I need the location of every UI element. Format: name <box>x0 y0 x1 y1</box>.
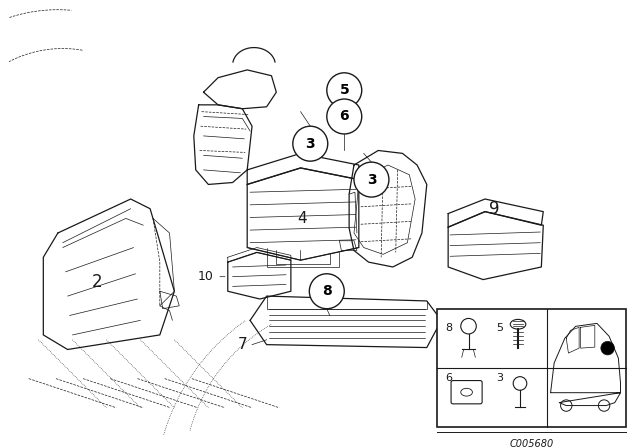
Circle shape <box>293 126 328 161</box>
Text: 9: 9 <box>490 200 500 218</box>
Text: 6: 6 <box>339 109 349 124</box>
Text: 2: 2 <box>92 272 102 291</box>
Circle shape <box>327 99 362 134</box>
Text: 4: 4 <box>298 211 307 226</box>
Circle shape <box>309 274 344 309</box>
Text: C005680: C005680 <box>509 439 554 448</box>
Text: 3: 3 <box>496 373 502 383</box>
Text: 1: 1 <box>365 165 375 180</box>
Text: 5: 5 <box>496 323 502 333</box>
Text: 7: 7 <box>237 337 247 352</box>
Circle shape <box>354 162 389 197</box>
Text: 5: 5 <box>339 83 349 97</box>
Circle shape <box>601 341 614 355</box>
Text: 8: 8 <box>322 284 332 298</box>
Text: 10: 10 <box>197 270 213 283</box>
Circle shape <box>327 73 362 108</box>
Text: 6: 6 <box>445 373 452 383</box>
Text: 3: 3 <box>305 137 315 151</box>
Bar <box>438 309 626 427</box>
Text: 3: 3 <box>367 172 376 187</box>
Text: 8: 8 <box>445 323 452 333</box>
